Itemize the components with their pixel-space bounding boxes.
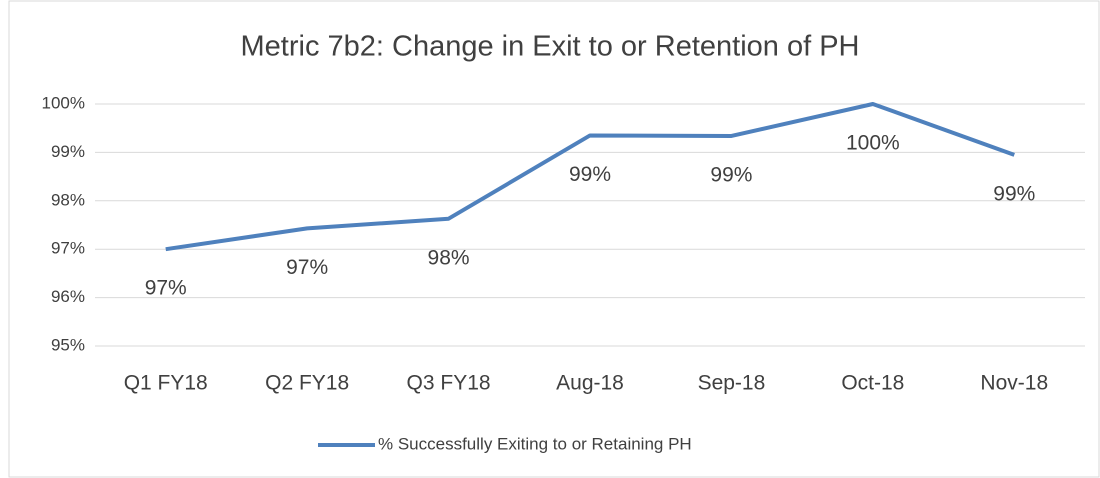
data-label: 98% (428, 246, 470, 269)
data-label: 99% (569, 163, 611, 186)
y-tick-label: 95% (51, 335, 85, 354)
data-label: 99% (710, 163, 752, 186)
data-line (165, 102, 1015, 252)
y-tick-label: 100% (42, 93, 85, 112)
x-tick-label: Sep-18 (698, 372, 766, 395)
legend-label: % Successfully Exiting to or Retaining P… (378, 434, 692, 453)
y-tick-label: 97% (51, 239, 85, 258)
data-label: 100% (846, 132, 900, 155)
y-tick-label: 99% (51, 142, 85, 161)
x-tick-label: Q3 FY18 (407, 372, 491, 395)
chart-title: Metric 7b2: Change in Exit to or Retenti… (241, 31, 860, 63)
data-label: 97% (145, 277, 187, 300)
x-tick-label: Aug-18 (556, 372, 624, 395)
data-label: 97% (286, 256, 328, 279)
x-tick-label: Nov-18 (980, 372, 1048, 395)
x-tick-label: Q1 FY18 (124, 372, 208, 395)
y-tick-label: 98% (51, 190, 85, 209)
x-tick-label: Q2 FY18 (265, 372, 349, 395)
chart-frame (8, 0, 1100, 478)
x-tick-label: Oct-18 (841, 372, 904, 395)
y-tick-label: 96% (51, 287, 85, 306)
data-label: 99% (993, 182, 1035, 205)
